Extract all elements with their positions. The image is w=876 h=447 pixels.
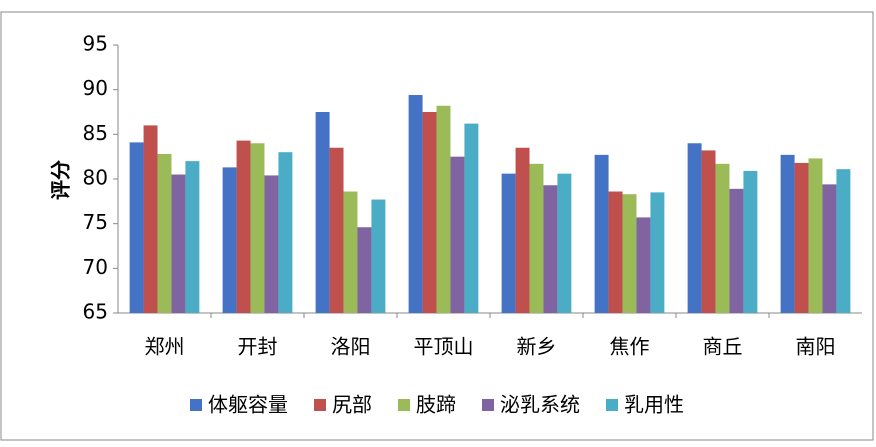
y-tick-label: 80	[83, 166, 108, 190]
bar	[264, 175, 279, 313]
bar	[529, 163, 544, 313]
y-tick-label: 75	[83, 210, 108, 234]
legend-swatch	[482, 399, 494, 411]
bar	[794, 162, 809, 313]
bar	[636, 217, 651, 313]
bar	[743, 170, 758, 313]
bar	[450, 156, 465, 313]
y-axis-label: 评分	[49, 160, 73, 200]
bar	[608, 191, 623, 313]
bar	[729, 188, 744, 313]
y-tick-label: 65	[83, 300, 108, 324]
x-tick-label: 南阳	[796, 335, 836, 359]
bar	[436, 105, 451, 313]
y-tick-label: 95	[83, 32, 108, 56]
x-tick-label: 开封	[238, 335, 278, 359]
x-tick-label: 商丘	[703, 335, 743, 359]
bar	[236, 140, 251, 313]
bar	[143, 125, 158, 314]
legend-label: 肢蹄	[416, 393, 456, 417]
legend-swatch	[606, 399, 618, 411]
x-tick-label: 郑州	[145, 335, 185, 359]
legend-swatch	[190, 399, 202, 411]
bar	[780, 154, 795, 313]
legend-swatch	[314, 399, 326, 411]
bar	[515, 147, 530, 313]
x-tick-label: 焦作	[610, 335, 650, 359]
x-tick-label: 平顶山	[414, 335, 474, 359]
legend-swatch	[398, 399, 410, 411]
bar	[185, 161, 200, 313]
bar	[171, 174, 186, 313]
y-tick-label: 90	[83, 76, 108, 100]
bar	[371, 199, 386, 313]
bar	[822, 184, 837, 313]
legend-label: 乳用性	[624, 393, 684, 417]
bar	[278, 152, 293, 313]
bar	[836, 169, 851, 313]
bar	[343, 191, 358, 313]
bar	[329, 147, 344, 313]
bar	[701, 150, 716, 313]
bar	[408, 95, 423, 313]
y-tick-label: 70	[83, 255, 108, 279]
bar	[622, 194, 637, 313]
y-tick-label: 85	[83, 121, 108, 145]
bar	[543, 185, 558, 313]
bar	[464, 123, 479, 313]
bar	[650, 192, 665, 313]
bar	[557, 173, 572, 313]
legend-label: 尻部	[332, 393, 372, 417]
bar	[222, 167, 237, 313]
x-tick-label: 洛阳	[331, 335, 371, 359]
bar	[808, 158, 823, 313]
bar	[315, 112, 330, 313]
bar	[594, 154, 609, 313]
bar	[501, 173, 516, 313]
legend-label: 体躯容量	[208, 393, 288, 417]
bar	[357, 227, 372, 313]
bar	[422, 112, 437, 313]
legend-label: 泌乳系统	[500, 393, 580, 417]
bar	[687, 143, 702, 313]
bar	[250, 143, 265, 313]
bar	[715, 163, 730, 313]
bar	[157, 153, 172, 313]
bar	[129, 142, 144, 313]
x-tick-label: 新乡	[517, 335, 557, 359]
